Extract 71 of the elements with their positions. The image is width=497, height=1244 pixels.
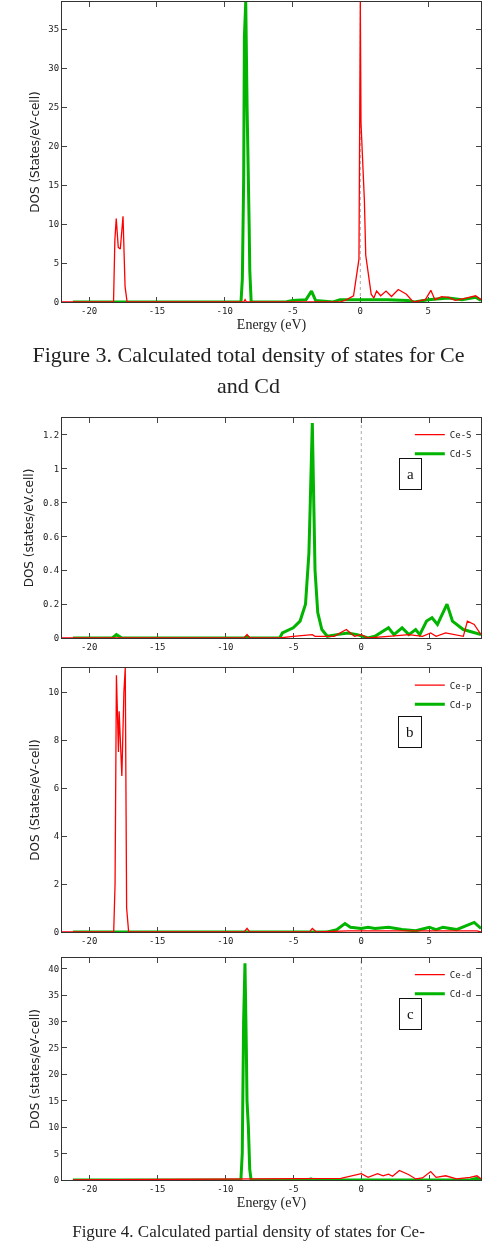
- y-tick-label: 0: [53, 297, 60, 308]
- y-tick-label: 1: [53, 463, 60, 474]
- caption: Figure 3. Calculated total density of states for Ce and Cd: [31, 341, 466, 400]
- y-tick-label: 10: [48, 219, 60, 230]
- y-tick-label: 30: [48, 63, 60, 74]
- y-tick-label: 30: [48, 1016, 60, 1027]
- x-tick-label: -20: [81, 641, 98, 652]
- x-tick-label: -10: [216, 305, 233, 316]
- y-tick-label: 0.2: [42, 599, 60, 610]
- x-tick-label: -10: [217, 641, 234, 652]
- x-tick-label: 0: [358, 1183, 364, 1194]
- x-tick-label: -15: [149, 641, 166, 652]
- y-tick-label: 0: [53, 1175, 60, 1186]
- y-axis-title: DOS (states/eV.cell): [22, 468, 37, 588]
- y-tick-label: 0: [53, 633, 60, 644]
- y-tick-label: 25: [48, 1043, 60, 1054]
- y-tick-label: 2: [53, 879, 60, 890]
- legend-label: Cd-d: [449, 989, 472, 1000]
- y-tick-label: 0.4: [42, 565, 60, 576]
- x-tick-label: 5: [426, 935, 433, 946]
- x-tick-label: -10: [217, 1183, 234, 1194]
- y-axis-title: DOS (states/eV-cell): [27, 1008, 42, 1130]
- y-tick-label: 15: [48, 180, 60, 191]
- y-tick-label: 0.6: [42, 531, 60, 542]
- y-tick-label: 40: [48, 963, 60, 974]
- x-tick-label: 5: [426, 1183, 433, 1194]
- legend-label: Cd-p: [449, 699, 472, 710]
- x-tick-label: 0: [358, 641, 364, 652]
- y-tick-label: 8: [53, 735, 60, 746]
- x-tick-label: -20: [81, 935, 98, 946]
- y-tick-label: 4: [53, 831, 60, 842]
- x-tick-label: -5: [287, 935, 299, 946]
- annotation: b: [406, 724, 414, 740]
- caption: Figure 4. Calculated partial density of states for Ce-: [71, 1221, 426, 1243]
- y-tick-label: 35: [48, 990, 60, 1001]
- x-tick-label: -5: [287, 1183, 299, 1194]
- annotation: c: [407, 1006, 414, 1022]
- x-tick-label: 0: [358, 935, 364, 946]
- x-tick-label: -15: [148, 305, 166, 316]
- x-tick-label: -5: [287, 305, 298, 316]
- y-tick-label: 5: [53, 258, 60, 269]
- x-tick-label: -15: [149, 1183, 166, 1194]
- y-tick-label: 10: [48, 1122, 60, 1133]
- y-tick-label: 10: [48, 687, 60, 698]
- x-axis-title: Energy (eV): [236, 317, 307, 334]
- x-tick-label: 0: [357, 305, 364, 316]
- x-tick-label: 5: [426, 641, 433, 652]
- y-tick-label: 25: [48, 102, 60, 113]
- legend-label: Ce-d: [449, 970, 472, 981]
- y-tick-label: 35: [48, 24, 60, 35]
- x-axis-title: Energy (eV): [236, 1195, 307, 1212]
- x-tick-label: -10: [217, 935, 234, 946]
- legend-label: Cd-S: [449, 449, 472, 460]
- y-tick-label: 0: [53, 927, 60, 938]
- y-tick-label: 5: [53, 1148, 60, 1159]
- x-tick-label: 5: [425, 305, 431, 316]
- y-axis-title: DOS (States/eV-cell): [27, 91, 42, 213]
- y-tick-label: 15: [48, 1095, 60, 1106]
- x-tick-label: -20: [81, 1183, 98, 1194]
- y-tick-label: 20: [48, 141, 60, 152]
- legend-label: Ce-p: [449, 680, 472, 691]
- y-tick-label: 0.8: [42, 497, 60, 508]
- x-tick-label: -15: [149, 935, 166, 946]
- x-tick-label: -20: [80, 305, 98, 316]
- y-axis-title: DOS (States/eV-cell): [27, 739, 42, 861]
- y-tick-label: 20: [48, 1069, 60, 1080]
- y-tick-label: 6: [53, 783, 60, 794]
- x-tick-label: -5: [287, 641, 299, 652]
- y-tick-label: 1.2: [42, 430, 60, 441]
- legend-label: Ce-S: [449, 430, 472, 441]
- annotation: a: [407, 466, 414, 482]
